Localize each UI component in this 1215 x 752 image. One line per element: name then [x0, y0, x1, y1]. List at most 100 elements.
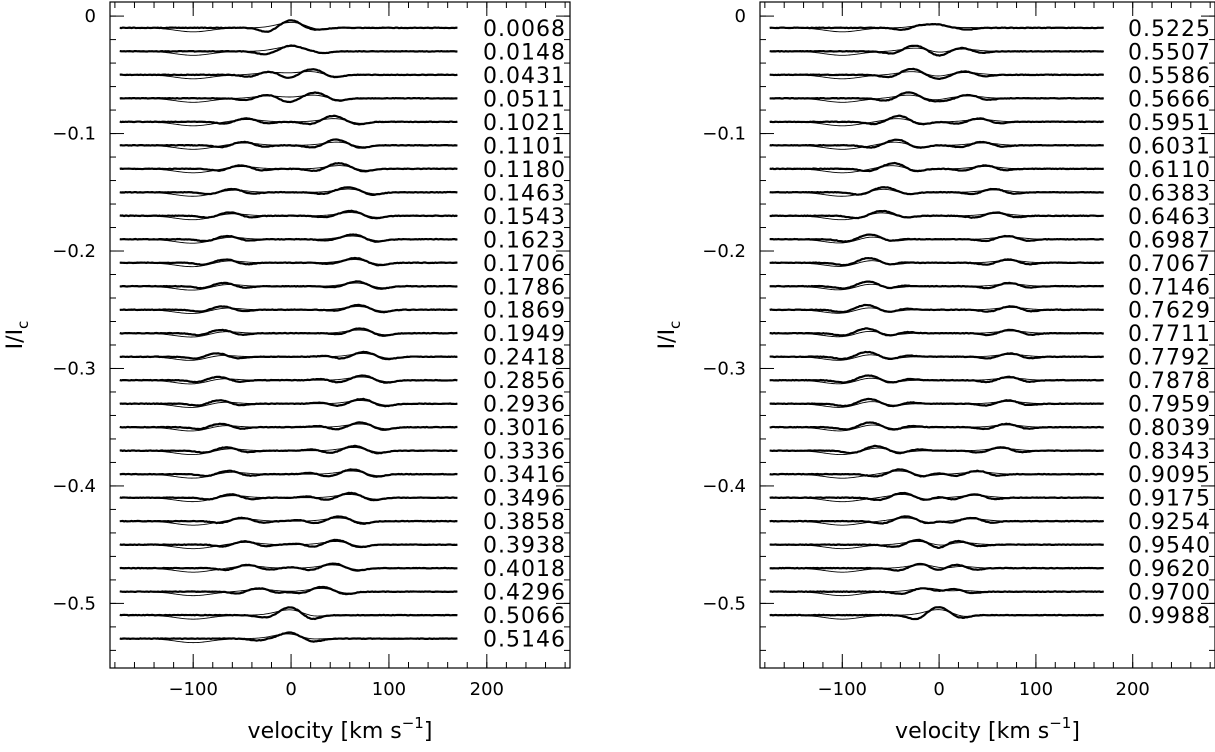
phase-label: 0.5586	[1128, 64, 1211, 89]
observed-profile-line	[119, 233, 458, 243]
observed-profile-line	[119, 114, 458, 126]
observed-profile-line	[119, 327, 458, 337]
observed-profile-line	[769, 138, 1104, 149]
x-axis-label: velocity [km s−1]	[895, 714, 1080, 744]
observed-profile-line	[769, 468, 1104, 478]
y-tick-label: −0.2	[702, 241, 746, 262]
observed-profile-line	[119, 19, 458, 33]
observed-profile-line	[769, 327, 1104, 337]
y-axis-label: I/Ic	[655, 321, 684, 350]
phase-label: 0.3858	[483, 510, 566, 535]
phase-label: 0.9700	[1128, 581, 1211, 606]
phase-label: 0.7711	[1128, 322, 1211, 347]
observed-profile-line	[119, 538, 458, 549]
x-axis-label: velocity [km s−1]	[248, 714, 433, 744]
observed-profile-line	[119, 209, 458, 220]
phase-label: 0.1869	[483, 299, 566, 324]
phase-label: 0.2936	[483, 393, 566, 418]
observed-profile-line	[119, 280, 458, 290]
observed-profile-line	[119, 397, 458, 408]
observed-profile-line	[119, 138, 458, 149]
phase-label: 0.3938	[483, 534, 566, 559]
x-tick-label: 100	[1019, 679, 1053, 700]
observed-profile-line	[119, 421, 458, 431]
observed-profile-line	[769, 515, 1104, 525]
y-tick-label: −0.3	[702, 358, 746, 379]
phase-label: 0.7878	[1128, 369, 1211, 394]
y-tick-label: 0	[735, 6, 746, 27]
x-tick-label: −100	[818, 679, 867, 700]
y-tick-label: −0.3	[52, 358, 96, 379]
phase-label: 0.3496	[483, 487, 566, 512]
observed-profile-line	[119, 350, 458, 361]
observed-profile-line	[769, 114, 1104, 126]
y-tick-label: 0	[85, 6, 96, 27]
phase-label: 0.7146	[1128, 275, 1211, 300]
observed-profile-line	[119, 491, 458, 502]
observed-profile-line	[119, 374, 458, 384]
x-tick-label: 100	[372, 679, 406, 700]
phase-label: 0.9254	[1128, 510, 1211, 535]
observed-profile-line	[769, 303, 1104, 314]
x-tick-label: 0	[285, 679, 296, 700]
y-tick-label: −0.5	[52, 593, 96, 614]
observed-profile-line	[119, 444, 458, 455]
observed-profile-line	[119, 91, 458, 104]
observed-profile-line	[769, 67, 1104, 81]
phase-label: 0.0431	[483, 64, 566, 89]
y-tick-label: −0.1	[52, 124, 96, 145]
observed-profile-line	[769, 606, 1104, 621]
observed-profile-line	[769, 491, 1104, 502]
phase-label: 0.8343	[1128, 440, 1211, 465]
observed-profile-line	[769, 186, 1104, 196]
observed-profile-line	[769, 374, 1104, 384]
observed-profile-line	[769, 444, 1104, 455]
y-axis-label: I/Ic	[3, 321, 32, 350]
phase-label: 0.6463	[1128, 205, 1211, 230]
phase-label: 0.3336	[483, 440, 566, 465]
observed-profile-line	[119, 44, 458, 56]
y-tick-label: −0.1	[702, 124, 746, 145]
phase-label: 0.5951	[1128, 111, 1211, 136]
phase-label: 0.6110	[1128, 158, 1211, 183]
y-tick-label: −0.5	[702, 593, 746, 614]
phase-label: 0.0511	[483, 87, 566, 112]
chart-panel-right: 0 −0.1 −0.2 −0.3 −0.4 −0.5 −100 0 100 200 velocity…	[655, 1, 1215, 744]
phase-label: 0.9540	[1128, 534, 1211, 559]
observed-profile-line	[119, 631, 458, 643]
phase-label: 0.0068	[483, 17, 566, 42]
phase-label: 0.7959	[1128, 393, 1211, 418]
observed-profile-line	[119, 562, 458, 572]
observed-profile-line	[769, 44, 1105, 57]
phase-label: 0.5066	[483, 604, 566, 629]
phase-label: 0.8039	[1128, 416, 1211, 441]
observed-profile-line	[119, 68, 458, 79]
y-tick-label: −0.4	[52, 476, 96, 497]
observed-profile-line	[769, 161, 1104, 173]
phase-label: 0.1623	[483, 228, 566, 253]
phase-label: 0.2856	[483, 369, 566, 394]
phase-label: 0.7629	[1128, 299, 1211, 324]
observed-profile-line	[769, 562, 1104, 572]
observed-profile-line	[769, 209, 1104, 220]
observed-profile-line	[119, 585, 458, 596]
observed-profile-line	[119, 606, 458, 621]
phase-label: 0.9620	[1128, 557, 1211, 582]
phase-label: 0.1463	[483, 181, 566, 206]
phase-label: 0.7067	[1128, 252, 1211, 277]
observed-profile-line	[769, 538, 1104, 550]
phase-label: 0.5666	[1128, 87, 1211, 112]
y-tick-label: −0.2	[52, 241, 96, 262]
observed-profile-line	[769, 397, 1104, 408]
phase-label: 0.0148	[483, 40, 566, 65]
observed-profile-line	[119, 186, 458, 197]
phase-label: 0.1949	[483, 322, 566, 347]
observed-profile-line	[769, 587, 1104, 596]
phase-label: 0.9095	[1128, 463, 1211, 488]
x-tick-label: 0	[933, 679, 944, 700]
phase-label: 0.3016	[483, 416, 566, 441]
phase-label: 0.4296	[483, 581, 566, 606]
observed-profile-line	[119, 303, 458, 314]
phase-label: 0.6383	[1128, 181, 1211, 206]
